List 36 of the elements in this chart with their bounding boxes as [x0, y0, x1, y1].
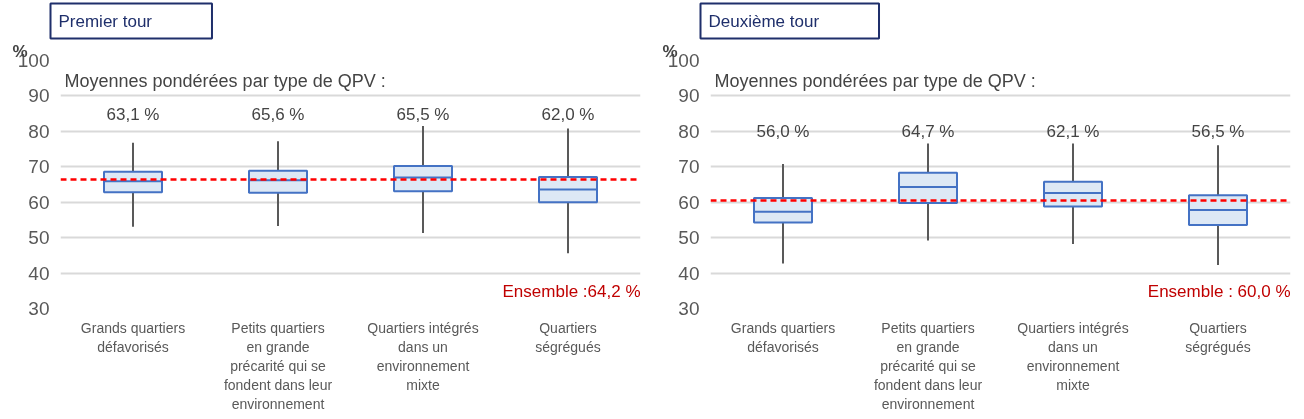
text: Moyennes pondérées par type de QPV :	[714, 70, 1036, 91]
y-tick-label: 50	[678, 227, 700, 249]
x-tick-label: Petits quartiers en grande précarité qui se fondent dans leur environnement	[873, 319, 983, 413]
annotation: Ensemble :64,2 %	[502, 281, 641, 301]
y-tick-label: 30	[678, 298, 700, 319]
text: 56,0 %	[756, 122, 810, 142]
text: Moyennes pondérées par type de QPV :	[64, 70, 386, 91]
x-tick-label: Quartiers intégrés dans un environnement mixte	[367, 319, 479, 394]
text: 64,7 %	[901, 122, 955, 142]
text: 65,6 %	[251, 105, 305, 125]
y-tick-label: 60	[678, 191, 700, 213]
y-tick-label: 90	[28, 85, 50, 107]
y-tick-label: 80	[28, 120, 50, 142]
chart-title: Deuxième tour	[708, 11, 820, 31]
x-tick-label: Petits quartiers en grande précarité qui se fondent dans leur environnement	[223, 319, 333, 413]
y-tick-label: 40	[28, 262, 50, 284]
x-tick-label: Grands quartiers défavorisés	[80, 319, 186, 355]
text: 56,5 %	[1191, 122, 1245, 142]
y-tick-label: 80	[678, 120, 700, 142]
y-tick-label: 70	[28, 156, 50, 178]
y-tick-label: 60	[28, 191, 50, 213]
y-tick-label: 70	[678, 156, 700, 178]
text: 63,1 %	[106, 105, 160, 125]
y-tick-label: 30	[28, 298, 50, 319]
y-tick-label: 50	[28, 227, 50, 249]
x-tick-label: Quartiers intégrés dans un environnement mixte	[1017, 319, 1129, 394]
x-tick-label: Quartiers ségrégués	[1185, 319, 1251, 355]
x-tick-label: Grands quartiers défavorisés	[730, 319, 836, 355]
text: 65,5 %	[396, 105, 450, 125]
chart-title: Premier tour	[58, 11, 153, 31]
x-tick-label: Quartiers ségrégués	[535, 319, 601, 355]
text: 62,0 %	[541, 105, 595, 125]
text: 62,1 %	[1046, 122, 1100, 142]
y-tick-label: 90	[678, 85, 700, 107]
y-tick-label: 40	[678, 262, 700, 284]
annotation: Ensemble : 60,0 %	[1147, 281, 1291, 301]
